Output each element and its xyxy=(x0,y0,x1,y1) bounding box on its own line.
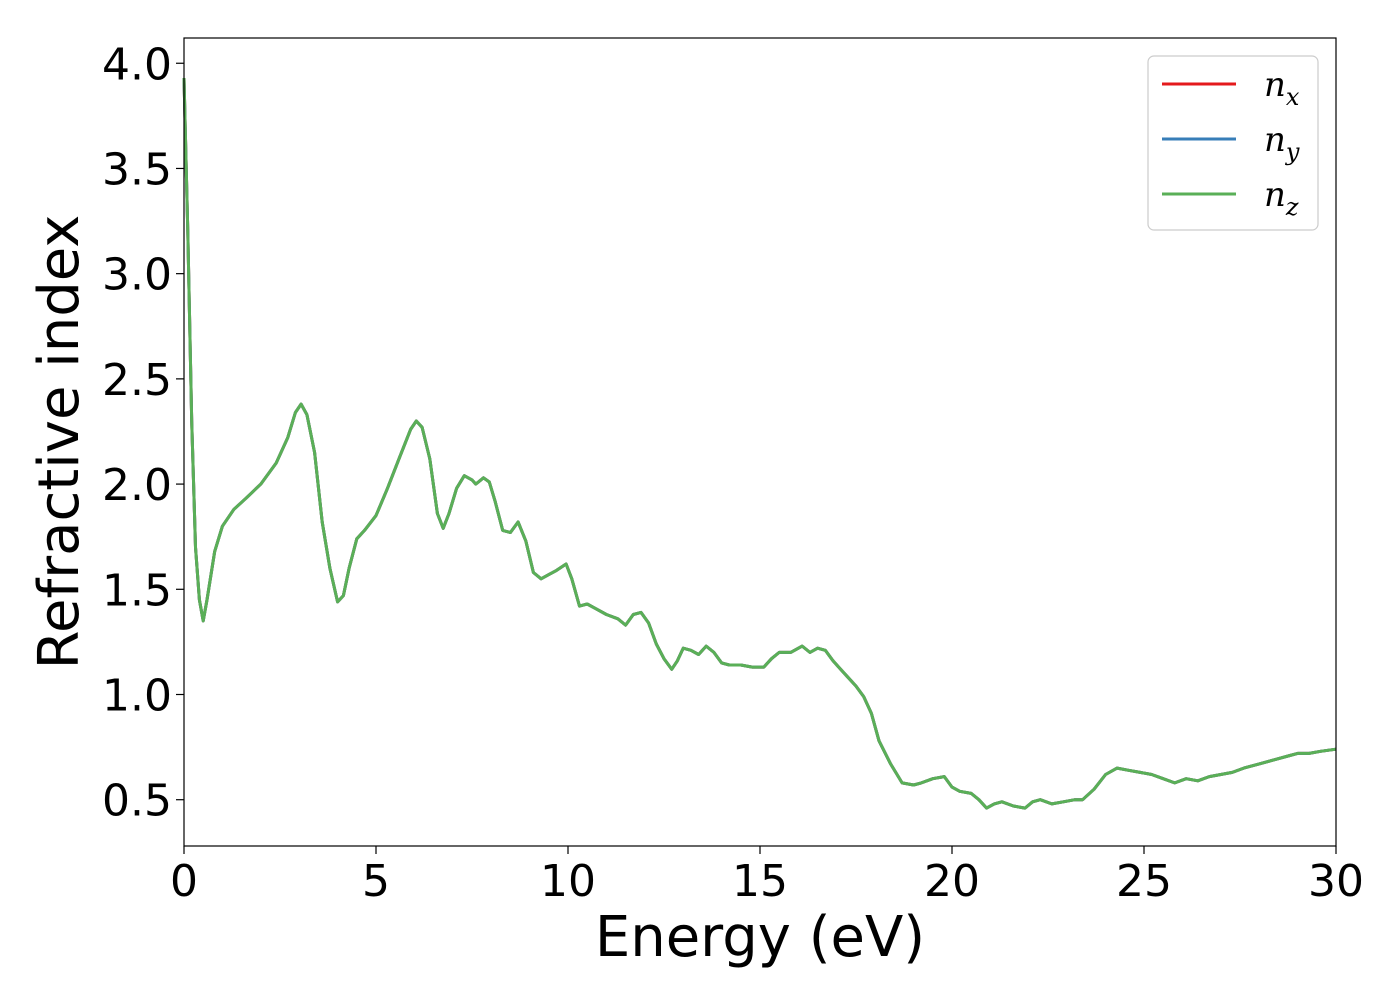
y-tick-label: 2.0 xyxy=(102,460,172,511)
series-layer xyxy=(182,77,1337,810)
legend-label-nx: nx xyxy=(1264,65,1300,111)
y-tick-label: 2.5 xyxy=(102,355,172,406)
y-tick-label: 4.0 xyxy=(102,39,172,90)
legend-label-ny: ny xyxy=(1264,120,1300,166)
y-tick-label: 1.5 xyxy=(102,565,172,616)
x-tick-label: 0 xyxy=(170,856,198,907)
legend-label-symbol: n xyxy=(1264,65,1286,105)
x-tick-label: 15 xyxy=(732,856,788,907)
x-axis: 0 5 10 15 20 25 30 xyxy=(170,846,1364,907)
legend-label-nz: nz xyxy=(1264,175,1299,221)
series-line-nz xyxy=(182,77,1337,810)
x-tick-label: 25 xyxy=(1116,856,1172,907)
y-tick-label: 1.0 xyxy=(102,671,172,722)
legend-label-subscript: x xyxy=(1286,83,1300,111)
y-tick-label: 3.5 xyxy=(102,144,172,195)
x-tick-label: 30 xyxy=(1308,856,1364,907)
y-axis-label: Refractive index xyxy=(27,215,92,670)
legend-label-symbol: n xyxy=(1264,175,1286,215)
legend-label-subscript: z xyxy=(1285,193,1299,221)
x-tick-label: 20 xyxy=(924,856,980,907)
y-tick-label: 0.5 xyxy=(102,776,172,827)
x-axis-label: Energy (eV) xyxy=(595,905,925,970)
legend-box xyxy=(1147,55,1319,231)
y-tick-label: 3.0 xyxy=(102,250,172,301)
y-axis: 0.5 1.0 1.5 2.0 2.5 3.0 3.5 4.0 xyxy=(102,39,184,827)
x-tick-label: 5 xyxy=(362,856,390,907)
legend-label-subscript: y xyxy=(1285,138,1300,166)
x-tick-label: 10 xyxy=(540,856,596,907)
legend-label-symbol: n xyxy=(1264,120,1286,160)
